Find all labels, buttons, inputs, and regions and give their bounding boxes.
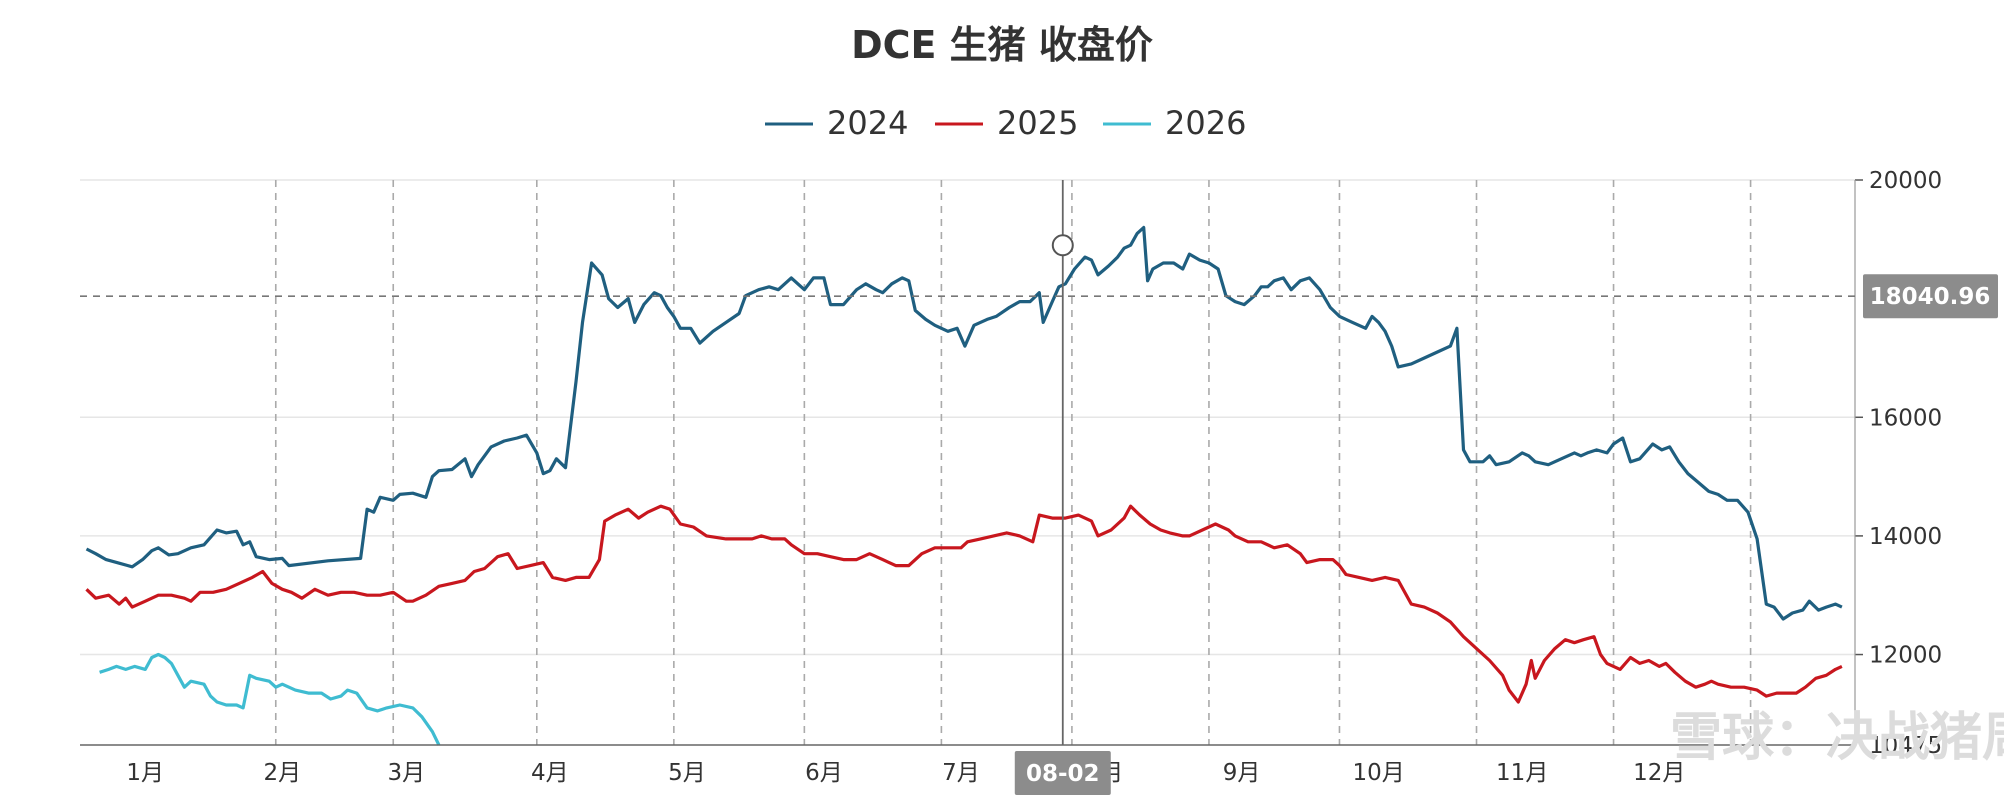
y-tick-label: 12000: [1869, 643, 1942, 669]
y-tick-label: 14000: [1869, 524, 1942, 550]
crosshair-y-label: 18040.96: [1870, 284, 1991, 310]
series-line-2024: [85, 225, 1843, 621]
x-tick-label: 5月: [668, 760, 706, 786]
x-tick-label: 12月: [1633, 760, 1685, 786]
crosshair-x-badge: [1014, 751, 1111, 795]
watermark-text: 雪球：决战猪周期: [1670, 708, 2004, 768]
crosshair-y-badge: [1863, 274, 1998, 319]
x-tick-label: 11月: [1496, 760, 1548, 786]
y-tick-label: 20000: [1869, 168, 1942, 194]
series-lines: [85, 225, 1843, 746]
crosshair-x-label: 08-02: [1026, 761, 1100, 787]
x-tick-label: 4月: [531, 760, 569, 786]
x-tick-label: 3月: [387, 760, 425, 786]
crosshair-marker: [1051, 234, 1074, 257]
legend-label-2026: 2026: [1165, 104, 1246, 142]
y-tick-label: 16000: [1869, 405, 1942, 431]
y-min-label: 10475: [1869, 733, 1942, 759]
legend-label-2024: 2024: [827, 104, 908, 142]
x-tick-label: 2月: [263, 760, 301, 786]
axes: 20000160001400012000104751月2月3月4月5月6月7月8…: [80, 168, 1942, 786]
x-tick-label: 10月: [1352, 760, 1404, 786]
legend[interactable]: 2024 2025 2026: [765, 104, 1246, 142]
grid: [80, 179, 1855, 745]
x-tick-label: 6月: [805, 760, 843, 786]
series-line-2026: [99, 652, 441, 746]
chart-title: DCE 生猪 收盘价: [851, 23, 1153, 67]
x-tick-label: 7月: [942, 760, 980, 786]
x-tick-label: 1月: [126, 760, 164, 786]
legend-label-2025: 2025: [997, 104, 1078, 142]
crosshair: 18040.96 08-02: [80, 180, 1998, 795]
series-line-2025: [85, 504, 1843, 704]
x-tick-label: 9月: [1223, 760, 1261, 786]
